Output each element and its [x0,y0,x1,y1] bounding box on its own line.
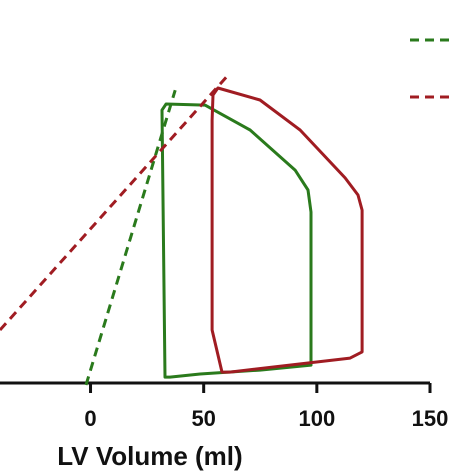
x-tick-label: 100 [298,406,335,431]
dashed-line [84,89,177,386]
x-tick-label: 0 [84,406,96,431]
loop [210,86,364,374]
x-axis-label: LV Volume (ml) [57,441,242,471]
x-tick-label: 150 [412,406,449,431]
loop [160,102,313,379]
x-tick-label: 50 [191,406,215,431]
dashed-line [0,72,232,332]
